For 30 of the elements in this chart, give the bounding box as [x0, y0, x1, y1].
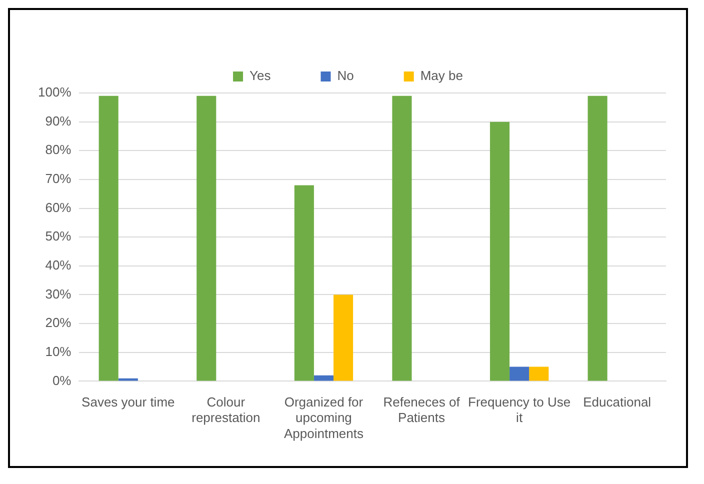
- bar: [588, 96, 608, 381]
- y-tick-label: 60%: [45, 200, 72, 215]
- bar: [334, 294, 354, 381]
- legend-label: Yes: [250, 68, 272, 84]
- y-tick-label: 50%: [45, 228, 72, 244]
- bar: [529, 366, 549, 381]
- bar: [196, 96, 216, 381]
- y-tick-label: 80%: [45, 142, 72, 158]
- x-tick-label: Colour represtation: [192, 394, 260, 426]
- x-tick-label: Saves your time: [82, 394, 175, 410]
- bar: [510, 366, 530, 381]
- x-tick-label: Educational: [583, 394, 652, 410]
- y-tick-label: 100%: [38, 84, 72, 100]
- y-tick-label: 40%: [45, 258, 72, 272]
- bar: [98, 96, 118, 381]
- bar: [490, 122, 510, 381]
- x-tick-label: Organized for upcoming Appointments: [284, 394, 364, 441]
- x-tick-label: Frequency to Use it: [468, 394, 571, 426]
- legend-label: No: [337, 68, 354, 84]
- bar: [392, 96, 412, 381]
- bar: [314, 375, 334, 381]
- y-tick-label: 20%: [45, 315, 72, 330]
- legend-label: May be: [420, 68, 463, 84]
- y-tick-label: 10%: [45, 344, 72, 359]
- y-tick-label: 70%: [45, 171, 72, 186]
- y-tick-label: 90%: [45, 113, 72, 128]
- y-tick-label: 0%: [52, 372, 72, 388]
- y-tick-label: 30%: [45, 286, 72, 302]
- x-tick-label: Refeneces of Patients: [383, 394, 460, 426]
- bar: [294, 185, 314, 381]
